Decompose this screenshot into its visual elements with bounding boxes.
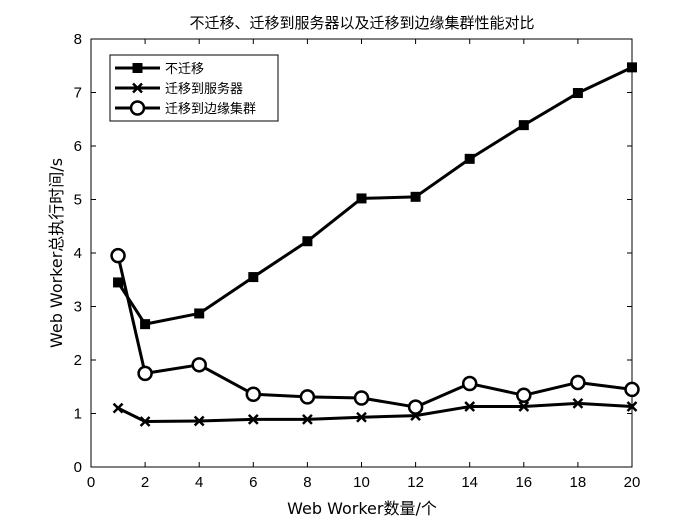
data-point bbox=[139, 416, 151, 427]
y-tick-label: 6 bbox=[74, 138, 82, 155]
data-point bbox=[626, 401, 638, 412]
series-3 bbox=[110, 247, 640, 415]
series-line bbox=[117, 401, 633, 424]
data-point bbox=[627, 62, 637, 73]
data-point bbox=[461, 375, 478, 392]
legend-label: 迁移到服务器 bbox=[165, 81, 243, 97]
x-tick-label: 0 bbox=[87, 474, 95, 491]
x-tick-label: 2 bbox=[141, 474, 149, 491]
data-point bbox=[624, 381, 640, 398]
legend-marker bbox=[132, 63, 143, 73]
legend-entry: 不迁移 bbox=[115, 62, 204, 77]
y-axis-label: Web Worker总执行时间/s bbox=[47, 158, 66, 348]
data-point bbox=[572, 397, 584, 409]
data-point bbox=[137, 365, 153, 382]
data-point bbox=[112, 402, 124, 414]
y-tick-label: 2 bbox=[74, 352, 82, 369]
y-tick-label: 7 bbox=[74, 85, 82, 102]
x-tick-label: 12 bbox=[407, 474, 424, 491]
data-point bbox=[245, 386, 262, 402]
data-point bbox=[353, 390, 370, 406]
legend-entry: 迁移到边缘集群 bbox=[115, 100, 256, 117]
legend-label: 不迁移 bbox=[165, 62, 204, 77]
legend-label: 迁移到边缘集群 bbox=[165, 101, 256, 117]
y-axis: 0 1 2 3 4 5 6 7 8 bbox=[74, 31, 632, 476]
x-tick-label: 20 bbox=[624, 474, 641, 491]
data-point bbox=[299, 389, 316, 405]
data-point bbox=[356, 193, 367, 204]
data-point bbox=[140, 319, 151, 330]
data-point bbox=[464, 401, 476, 412]
y-tick-label: 4 bbox=[74, 245, 82, 262]
x-tick-label: 10 bbox=[353, 474, 370, 491]
data-point bbox=[570, 374, 586, 391]
y-tick-label: 3 bbox=[74, 299, 82, 316]
x-tick-label: 8 bbox=[303, 474, 311, 491]
series-1 bbox=[113, 62, 637, 330]
data-point bbox=[248, 272, 259, 283]
data-point bbox=[518, 401, 530, 412]
x-axis-label: Web Worker数量/个 bbox=[287, 499, 437, 518]
data-point bbox=[194, 308, 205, 319]
x-tick-label: 14 bbox=[461, 474, 478, 491]
data-point bbox=[302, 236, 313, 247]
data-point bbox=[572, 88, 583, 99]
x-tick-label: 18 bbox=[570, 474, 587, 491]
data-point bbox=[516, 387, 532, 404]
data-point bbox=[110, 247, 126, 264]
data-point bbox=[113, 277, 124, 288]
legend-marker bbox=[129, 100, 146, 116]
legend-marker bbox=[132, 82, 143, 94]
y-tick-label: 1 bbox=[74, 406, 82, 423]
data-point bbox=[410, 191, 421, 202]
x-tick-label: 16 bbox=[515, 474, 532, 491]
series-2 bbox=[112, 397, 638, 427]
data-point bbox=[247, 414, 259, 425]
data-point bbox=[518, 120, 529, 131]
data-point bbox=[356, 411, 367, 423]
chart-title: 不迁移、迁移到服务器以及迁移到边缘集群性能对比 bbox=[189, 14, 534, 32]
data-point bbox=[302, 414, 313, 425]
x-tick-label: 4 bbox=[195, 474, 203, 491]
y-tick-label: 5 bbox=[74, 192, 82, 209]
data-point bbox=[193, 415, 205, 427]
y-tick-label: 0 bbox=[74, 459, 82, 476]
data-point bbox=[464, 153, 475, 164]
series-line bbox=[116, 255, 633, 409]
x-axis: 0 2 4 6 8 10 12 14 16 18 20 bbox=[87, 39, 641, 491]
legend-entry: 迁移到服务器 bbox=[115, 81, 243, 97]
y-tick-label: 8 bbox=[74, 31, 82, 48]
data-point bbox=[407, 399, 424, 415]
data-point bbox=[191, 357, 207, 373]
x-tick-label: 6 bbox=[249, 474, 257, 491]
series-layer bbox=[110, 62, 640, 427]
